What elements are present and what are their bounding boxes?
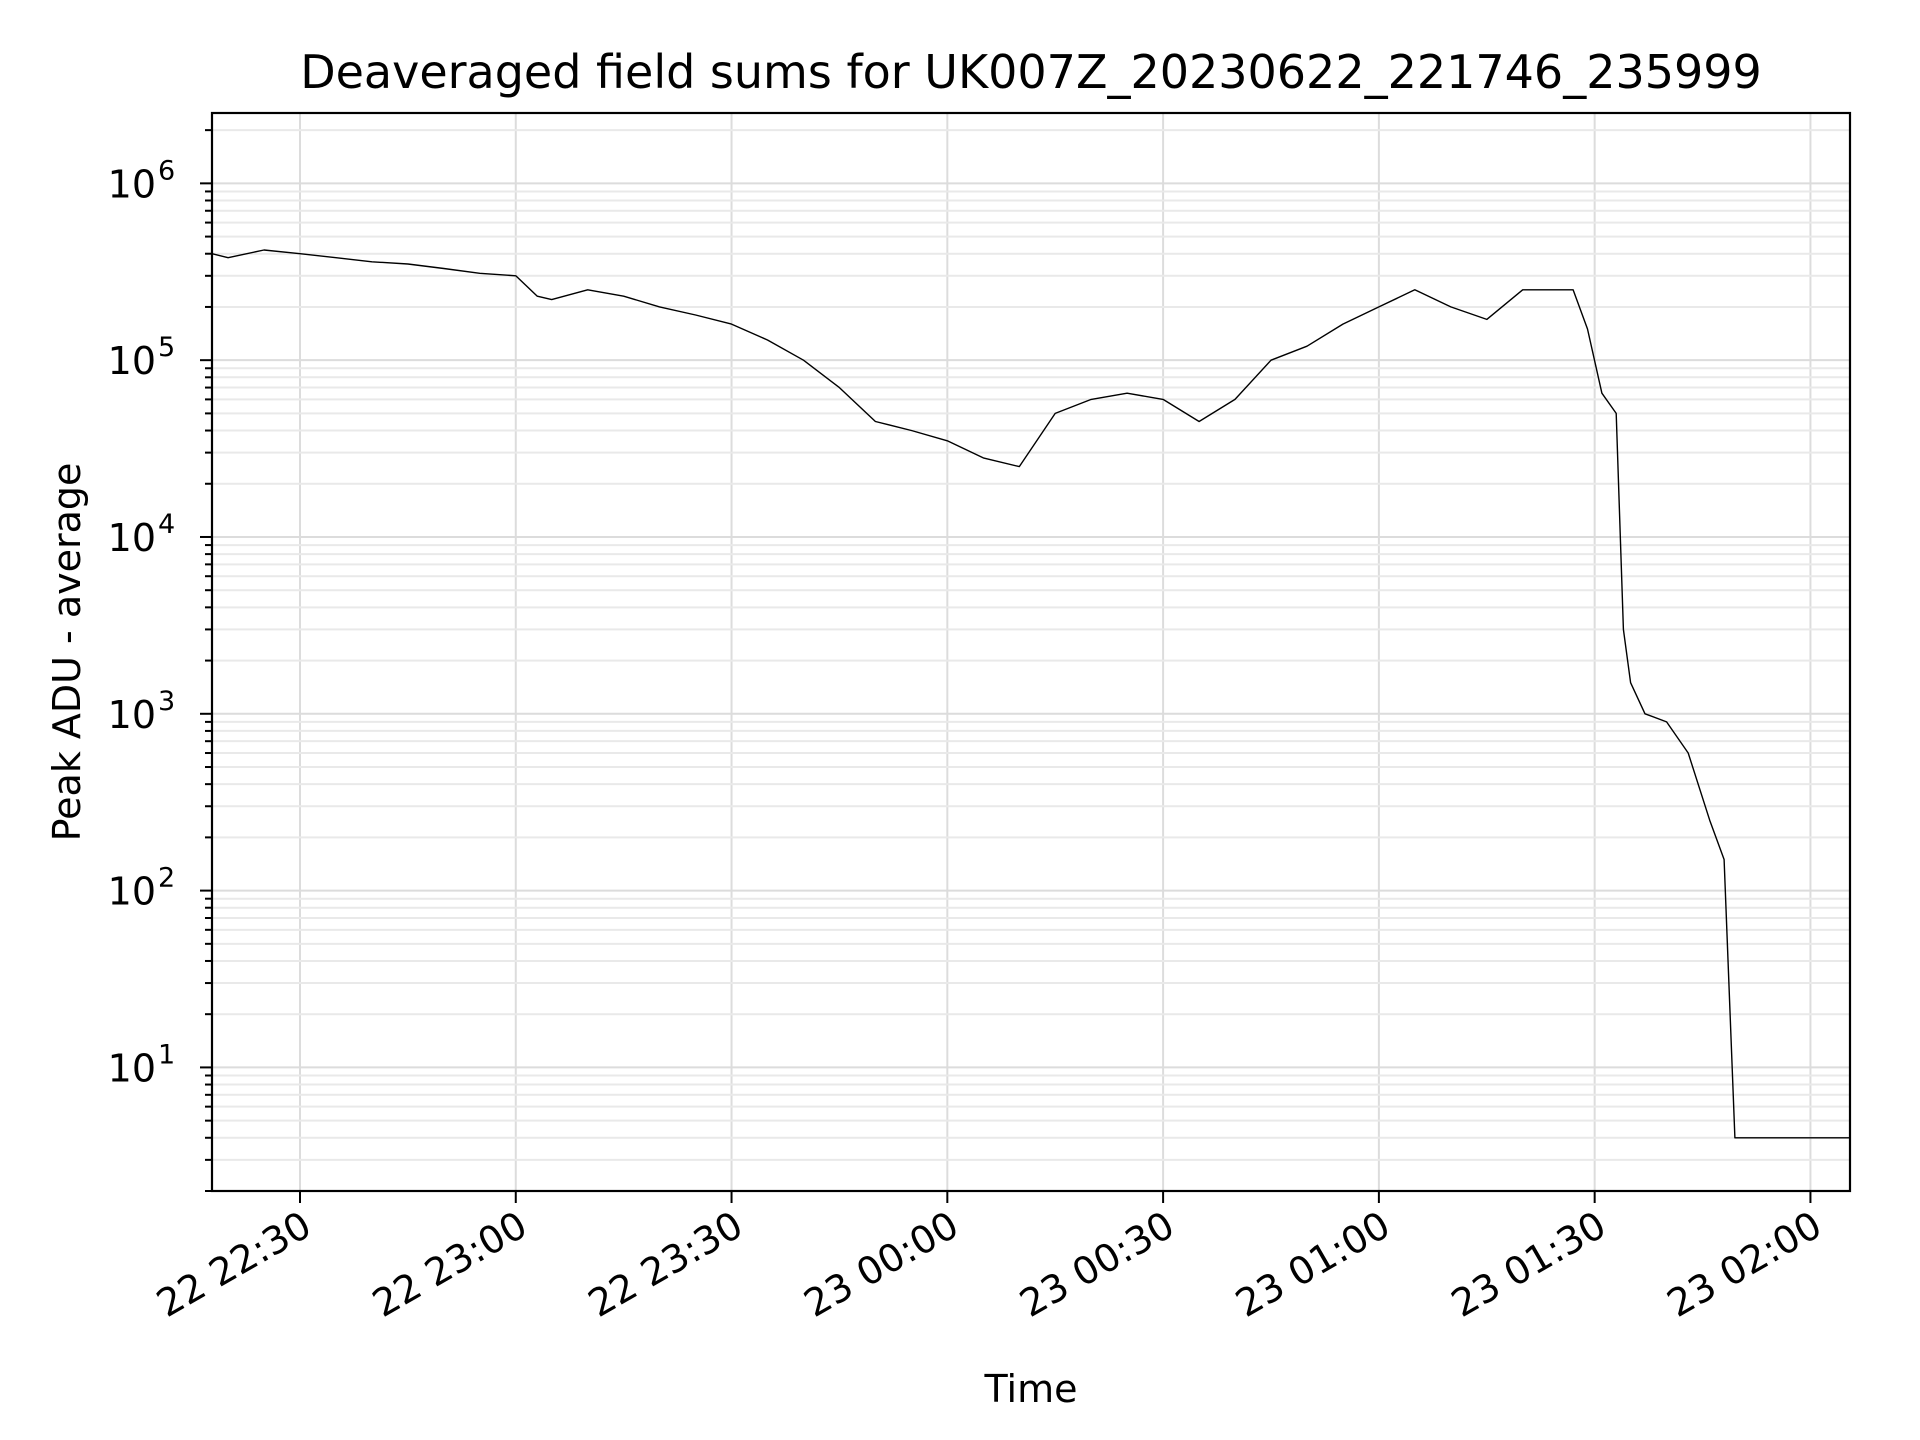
- y-tick-exponent: 5: [158, 332, 175, 363]
- series-line: [211, 249, 1850, 1139]
- y-tick-exponent: 4: [158, 509, 175, 540]
- y-tick-label: 10: [108, 516, 156, 560]
- y-tick-label: 10: [108, 339, 156, 383]
- plot-frame: [210, 111, 1852, 1193]
- y-tick-exponent: 2: [158, 863, 175, 894]
- y-tick-exponent: 3: [158, 686, 175, 717]
- y-tick-label: 10: [108, 693, 156, 737]
- chart-title: Deaveraged field sums for UK007Z_2023062…: [300, 45, 1762, 99]
- y-tick-label: 10: [108, 162, 156, 206]
- y-tick-label: 10: [108, 870, 156, 914]
- y-axis-label: Peak ADU - average: [45, 463, 89, 842]
- y-tick-label: 10: [108, 1046, 156, 1090]
- y-tick-exponent: 1: [158, 1039, 175, 1070]
- y-tick-exponent: 6: [158, 155, 175, 186]
- x-axis-label: Time: [984, 1367, 1078, 1411]
